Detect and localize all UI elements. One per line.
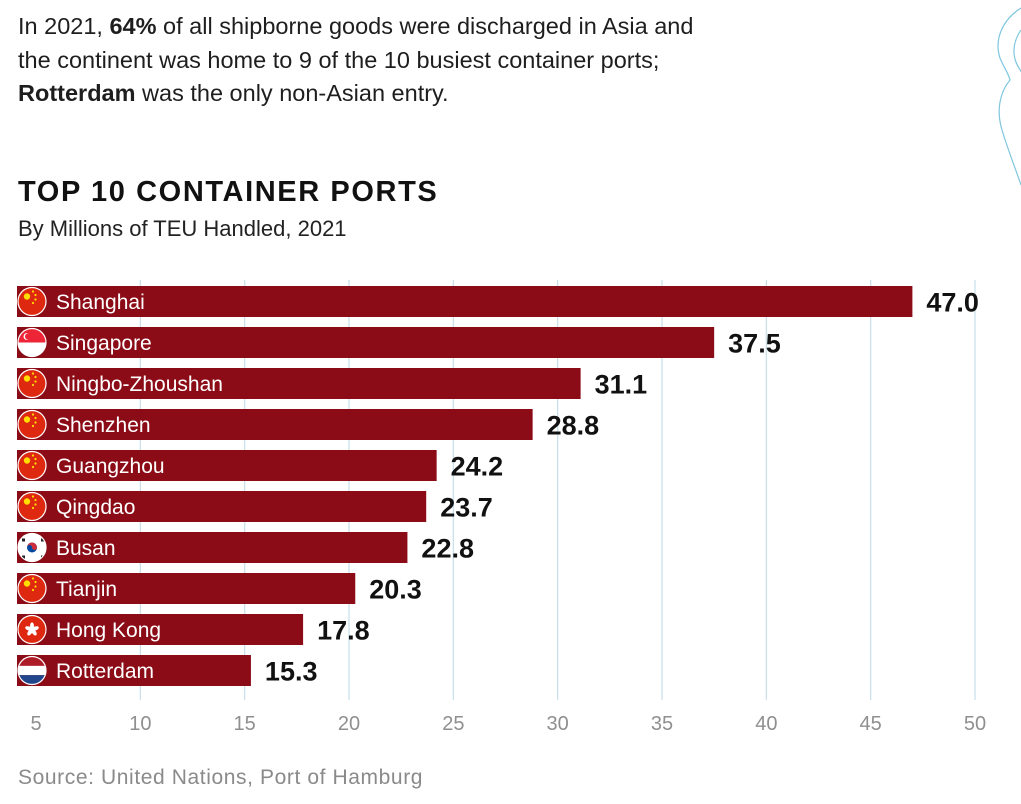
- bar-value-label: 28.8: [547, 411, 600, 441]
- bar-value-label: 23.7: [440, 493, 493, 523]
- intro-part-2: of all shipborne goods were discharged i…: [18, 13, 694, 73]
- bar-value-label: 31.1: [595, 370, 648, 400]
- china-flag-icon: [17, 286, 47, 317]
- intro-text: In 2021, 64% of all shipborne goods were…: [18, 10, 708, 111]
- bar: [17, 450, 437, 481]
- bar-chart: Shanghai 47.0 Singapore 37.5 Ningbo-Zhoushan…: [17, 280, 986, 735]
- x-axis-ticks: 5 10 15 20 25 30 35 40 45 50: [30, 713, 986, 735]
- bar-category-label: Qingdao: [56, 496, 135, 519]
- bar-row: Hong Kong 17.8: [17, 614, 370, 646]
- x-tick-label: 45: [860, 713, 882, 735]
- x-tick-label: 20: [338, 713, 360, 735]
- bar-row: Qingdao 23.7: [17, 491, 493, 523]
- bar: [17, 286, 913, 317]
- bar: [17, 532, 408, 563]
- bar-value-label: 22.8: [421, 534, 474, 564]
- x-tick-label: 25: [442, 713, 464, 735]
- bar-row: Tianjin 20.3: [17, 573, 422, 605]
- china-flag-icon: [17, 409, 47, 440]
- x-tick-label: 5: [30, 713, 41, 735]
- bar-value-label: 15.3: [265, 657, 318, 687]
- intro-highlight-percent: 64%: [109, 13, 157, 39]
- decorative-globe-outline: [997, 7, 1021, 186]
- bar-category-label: Tianjin: [56, 578, 117, 601]
- chart-title: TOP 10 CONTAINER PORTS: [18, 176, 439, 208]
- bar-value-label: 37.5: [728, 329, 781, 359]
- hong-kong-flag-icon: [17, 614, 47, 645]
- bar-category-label: Shanghai: [56, 291, 145, 314]
- bar: [17, 491, 427, 522]
- bar-row: Rotterdam 15.3: [17, 655, 317, 687]
- bar: [17, 655, 251, 686]
- bar-value-label: 47.0: [926, 288, 979, 318]
- china-flag-icon: [17, 368, 47, 399]
- bar: [17, 614, 304, 645]
- x-tick-label: 15: [234, 713, 256, 735]
- bar-value-label: 24.2: [451, 452, 504, 482]
- intro-part-1: In 2021,: [18, 13, 110, 39]
- bar-category-label: Singapore: [56, 332, 152, 355]
- bar-row: Ningbo-Zhoushan 31.1: [17, 368, 647, 400]
- bar-category-label: Hong Kong: [56, 619, 161, 642]
- bar-category-label: Shenzhen: [56, 414, 151, 437]
- x-tick-label: 10: [129, 713, 151, 735]
- china-flag-icon: [17, 450, 47, 481]
- bar: [17, 368, 581, 399]
- netherlands-flag-icon: [17, 655, 47, 686]
- bar: [17, 327, 715, 358]
- bar-row: Shenzhen 28.8: [17, 409, 599, 441]
- intro-part-3: was the only non-Asian entry.: [135, 80, 449, 106]
- intro-highlight-rotterdam: Rotterdam: [18, 80, 136, 106]
- bar-category-label: Busan: [56, 537, 116, 560]
- bar-row: Shanghai 47.0: [17, 286, 979, 318]
- china-flag-icon: [17, 573, 47, 604]
- x-tick-label: 40: [755, 713, 777, 735]
- bar-category-label: Guangzhou: [56, 455, 165, 478]
- south-korea-flag-icon: [17, 532, 47, 563]
- bar-row: Guangzhou 24.2: [17, 450, 503, 482]
- bar-row: Busan 22.8: [17, 532, 474, 564]
- x-tick-label: 50: [964, 713, 986, 735]
- bar-category-label: Ningbo-Zhoushan: [56, 373, 223, 396]
- chart-subtitle: By Millions of TEU Handled, 2021: [18, 216, 347, 241]
- bar: [17, 409, 533, 440]
- bar: [17, 573, 356, 604]
- x-tick-label: 35: [651, 713, 673, 735]
- x-tick-label: 30: [547, 713, 569, 735]
- bar-category-label: Rotterdam: [56, 660, 154, 683]
- singapore-flag-icon: [17, 327, 47, 358]
- bar-value-label: 17.8: [317, 616, 370, 646]
- china-flag-icon: [17, 491, 47, 522]
- bar-row: Singapore 37.5: [17, 327, 781, 359]
- bar-value-label: 20.3: [369, 575, 422, 605]
- bars: Shanghai 47.0 Singapore 37.5 Ningbo-Zhoushan…: [17, 286, 979, 687]
- source-note: Source: United Nations, Port of Hamburg: [18, 766, 424, 789]
